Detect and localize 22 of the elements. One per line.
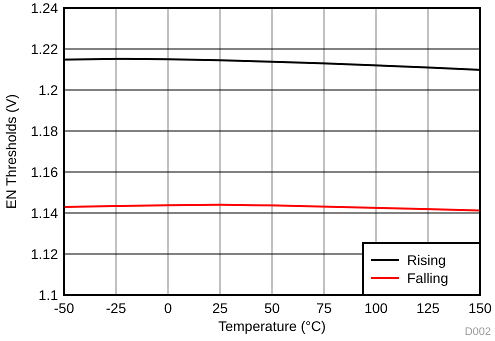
y-tick-label: 1.12 [30,246,58,262]
legend-label: Falling [407,270,448,286]
x-tick-label: 125 [416,300,440,316]
text: D002 [464,326,491,338]
x-tick-label: 25 [212,300,228,316]
x-axis-title: Temperature (°C) [218,318,326,334]
x-tick-label: -25 [106,300,126,316]
y-tick-label: 1.22 [30,41,58,57]
x-tick-label: -50 [54,300,74,316]
y-tick-label: 1.16 [30,164,58,180]
legend-label: Rising [407,252,446,268]
y-tick-label: 1.2 [38,82,58,98]
x-tick-label: 75 [316,300,332,316]
y-tick-label: 1.18 [30,123,58,139]
y-tick-label: 1.14 [30,205,58,221]
x-tick-label: 50 [264,300,280,316]
x-tick-label: 100 [364,300,388,316]
x-tick-label: 150 [468,300,492,316]
x-tick-label: 0 [164,300,172,316]
y-tick-label: 1.24 [30,0,58,16]
y-tick-label: 1.1 [38,287,58,303]
y-axis-title: EN Thresholds (V) [3,94,19,209]
